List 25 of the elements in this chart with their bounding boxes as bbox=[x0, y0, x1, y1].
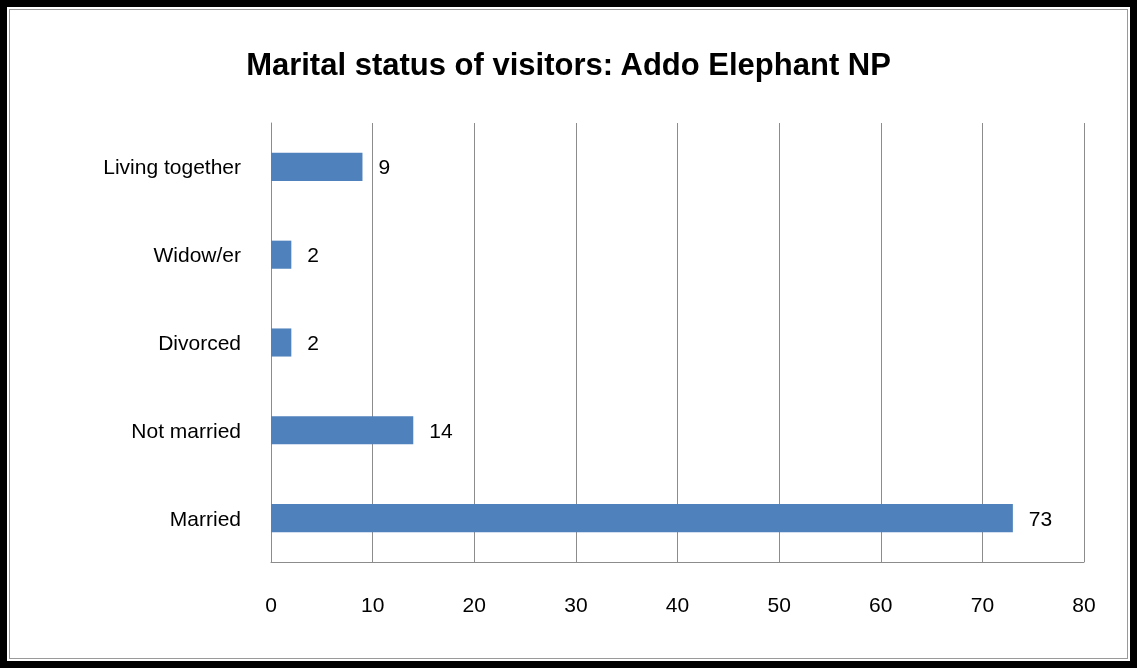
data-label: 9 bbox=[378, 155, 391, 179]
data-label: 14 bbox=[429, 418, 453, 442]
y-tick-label: Married bbox=[169, 506, 241, 530]
y-tick-label: Not married bbox=[131, 418, 241, 442]
chart-title: Marital status of visitors: Addo Elephant NP bbox=[246, 47, 891, 82]
x-tick-label: 10 bbox=[360, 593, 385, 616]
data-label: 2 bbox=[307, 243, 320, 267]
x-tick-label: 60 bbox=[869, 593, 893, 616]
x-tick-label: 20 bbox=[462, 593, 486, 616]
y-tick-label: Living together bbox=[103, 155, 241, 179]
bar bbox=[271, 504, 1013, 533]
y-tick-label: Divorced bbox=[158, 331, 241, 354]
data-label: 2 bbox=[307, 331, 320, 354]
bar bbox=[271, 328, 292, 357]
bar bbox=[271, 240, 292, 269]
x-tick-label: 70 bbox=[970, 593, 995, 616]
x-tick-label: 50 bbox=[767, 593, 791, 616]
x-tick-label: 40 bbox=[665, 593, 690, 616]
x-tick-label: 80 bbox=[1072, 593, 1096, 616]
x-tick-label: 30 bbox=[564, 593, 588, 616]
bar bbox=[271, 416, 414, 445]
bar bbox=[271, 152, 363, 181]
data-label: 73 bbox=[1028, 506, 1053, 530]
x-tick-label: 0 bbox=[265, 593, 277, 616]
y-tick-label: Widow/er bbox=[153, 243, 241, 267]
